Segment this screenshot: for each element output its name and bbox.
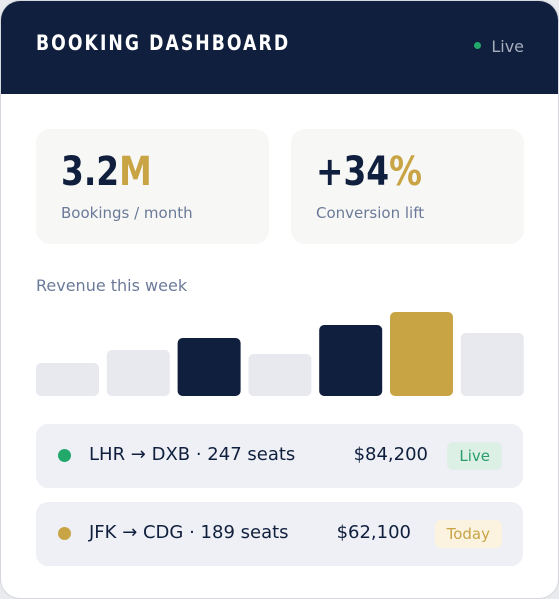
status: Live — [474, 37, 524, 56]
status-dot — [474, 42, 482, 49]
stat-number: +34 — [316, 149, 390, 195]
stat-value: +34% — [316, 149, 422, 195]
route-price: $62,100 — [336, 522, 411, 543]
header: BOOKING DASHBOARD Live — [1, 1, 558, 94]
bar — [319, 325, 383, 396]
stat-unit: % — [389, 149, 422, 195]
route-dot — [58, 527, 71, 540]
route-badge: Live — [447, 442, 502, 470]
stat-label: Conversion lift — [316, 204, 425, 222]
stat-value: 3.2M — [61, 149, 152, 195]
route-row[interactable]: JFK → CDG · 189 seats $62,100 Today — [36, 502, 523, 566]
stat-unit: M — [119, 149, 152, 195]
bar — [177, 338, 241, 396]
status-text: Live — [491, 37, 524, 56]
bar-chart — [36, 312, 524, 396]
route-text: JFK → CDG · 189 seats — [89, 522, 289, 543]
chart-title: Revenue this week — [36, 276, 188, 295]
stat-number: 3.2 — [61, 149, 120, 195]
title: BOOKING DASHBOARD — [36, 31, 291, 55]
bar — [460, 333, 524, 396]
route-badge: Today — [434, 520, 502, 548]
bar — [390, 312, 453, 396]
stat-label: Bookings / month — [61, 204, 193, 222]
stat-card: +34% Conversion lift — [291, 129, 524, 244]
route-price: $84,200 — [353, 444, 428, 465]
route-row[interactable]: LHR → DXB · 247 seats $84,200 Live — [36, 424, 523, 488]
stat-card: 3.2M Bookings / month — [36, 129, 269, 244]
route-text: LHR → DXB · 247 seats — [89, 444, 296, 465]
route-dot — [58, 449, 71, 462]
bar — [106, 350, 170, 396]
bar — [36, 363, 99, 396]
bar — [248, 354, 312, 396]
